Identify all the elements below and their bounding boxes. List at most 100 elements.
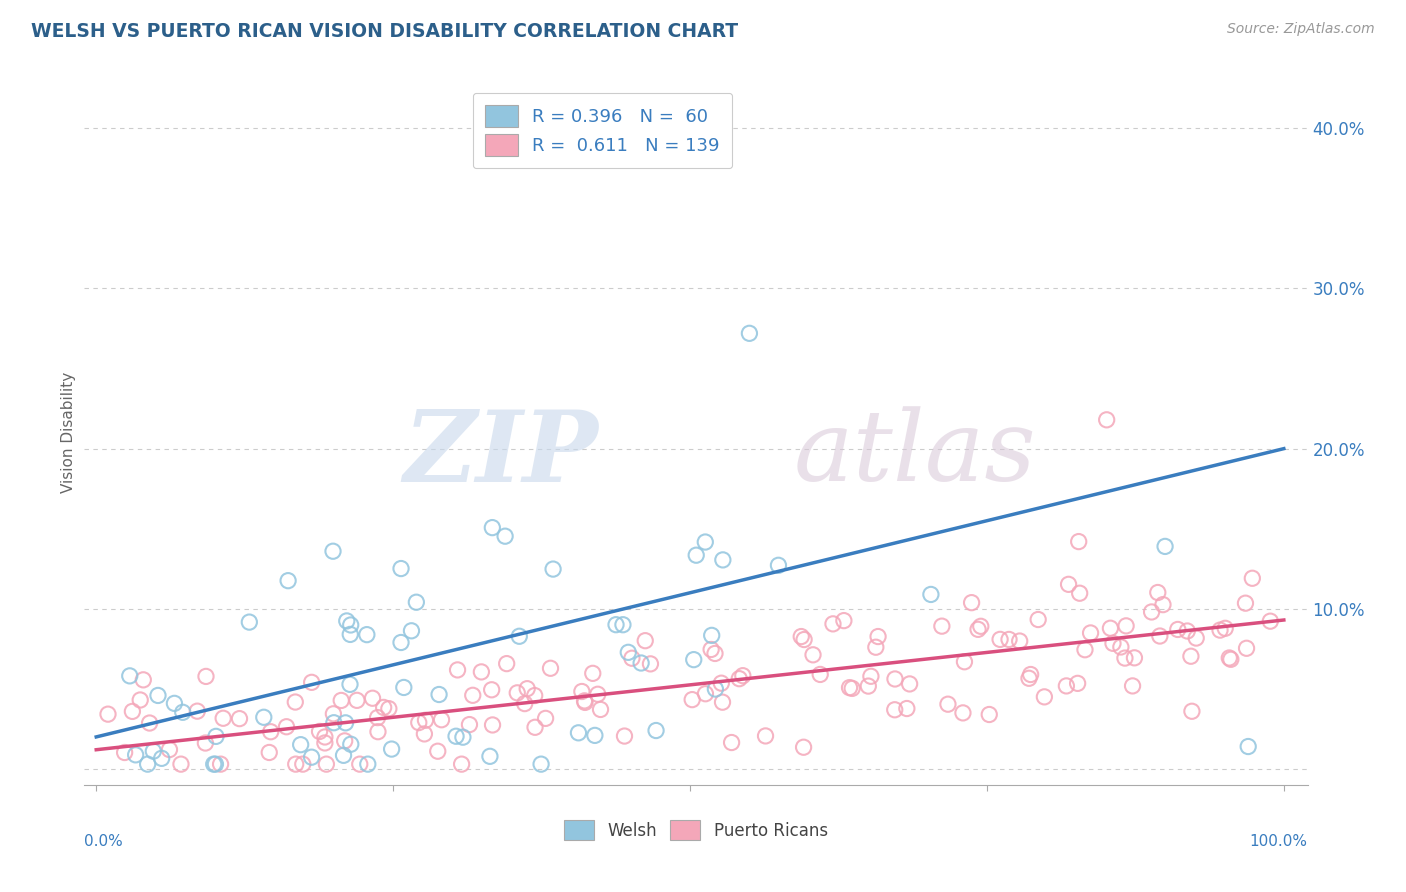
Point	[605, 617, 627, 632]
Point	[541, 562, 564, 576]
Point	[322, 715, 344, 730]
Point	[583, 728, 606, 742]
Point	[700, 642, 723, 657]
Point	[212, 711, 235, 725]
Point	[1219, 652, 1241, 666]
Point	[1008, 634, 1031, 648]
Point	[821, 616, 844, 631]
Point	[291, 757, 314, 772]
Point	[534, 711, 557, 725]
Point	[1114, 651, 1136, 665]
Point	[314, 730, 336, 744]
Legend: Welsh, Puerto Ricans: Welsh, Puerto Ricans	[557, 814, 835, 847]
Point	[574, 695, 596, 709]
Point	[195, 669, 218, 683]
Point	[711, 553, 734, 567]
Point	[931, 619, 953, 633]
Point	[710, 676, 733, 690]
Point	[163, 697, 186, 711]
Point	[838, 681, 860, 695]
Point	[481, 718, 503, 732]
Point	[1154, 540, 1177, 554]
Point	[494, 529, 516, 543]
Point	[883, 703, 905, 717]
Point	[481, 682, 503, 697]
Point	[988, 632, 1011, 647]
Point	[645, 723, 668, 738]
Point	[516, 681, 538, 696]
Point	[1095, 413, 1118, 427]
Point	[301, 675, 323, 690]
Point	[793, 632, 815, 647]
Point	[574, 694, 596, 708]
Point	[1054, 679, 1077, 693]
Point	[1152, 598, 1174, 612]
Point	[682, 653, 704, 667]
Text: atlas: atlas	[794, 406, 1036, 501]
Point	[634, 633, 657, 648]
Point	[121, 705, 143, 719]
Point	[253, 710, 276, 724]
Text: WELSH VS PUERTO RICAN VISION DISABILITY CORRELATION CHART: WELSH VS PUERTO RICAN VISION DISABILITY …	[31, 22, 738, 41]
Point	[630, 656, 652, 670]
Point	[446, 663, 468, 677]
Point	[204, 757, 226, 772]
Point	[458, 717, 481, 731]
Point	[1241, 571, 1264, 585]
Point	[346, 693, 368, 707]
Point	[381, 742, 404, 756]
Point	[1033, 690, 1056, 704]
Point	[1123, 650, 1146, 665]
Point	[367, 724, 389, 739]
Point	[1218, 651, 1240, 665]
Point	[276, 720, 298, 734]
Point	[392, 681, 415, 695]
Point	[1026, 613, 1049, 627]
Point	[124, 747, 146, 762]
Point	[332, 748, 354, 763]
Point	[1149, 629, 1171, 643]
Point	[349, 757, 371, 772]
Point	[1236, 641, 1258, 656]
Point	[478, 749, 501, 764]
Point	[896, 701, 918, 715]
Point	[481, 521, 503, 535]
Point	[172, 706, 194, 720]
Point	[339, 618, 361, 632]
Point	[408, 715, 430, 730]
Point	[1069, 586, 1091, 600]
Point	[530, 757, 553, 772]
Point	[920, 587, 942, 601]
Point	[322, 544, 344, 558]
Point	[356, 627, 378, 641]
Point	[427, 688, 450, 702]
Point	[378, 701, 401, 715]
Point	[728, 672, 751, 686]
Point	[695, 687, 717, 701]
Point	[617, 645, 640, 659]
Point	[1066, 676, 1088, 690]
Point	[1181, 704, 1204, 718]
Point	[1122, 679, 1144, 693]
Point	[884, 672, 907, 686]
Point	[704, 681, 727, 696]
Point	[613, 729, 636, 743]
Point	[1102, 636, 1125, 650]
Point	[170, 757, 193, 772]
Point	[720, 735, 742, 749]
Point	[1180, 649, 1202, 664]
Point	[146, 689, 169, 703]
Point	[1115, 619, 1137, 633]
Point	[513, 697, 536, 711]
Point	[470, 665, 492, 679]
Point	[1185, 631, 1208, 645]
Point	[142, 744, 165, 758]
Point	[858, 679, 880, 693]
Point	[1057, 577, 1080, 591]
Point	[1237, 739, 1260, 754]
Point	[389, 561, 412, 575]
Point	[150, 751, 173, 765]
Point	[685, 548, 707, 562]
Point	[506, 686, 529, 700]
Point	[426, 744, 449, 758]
